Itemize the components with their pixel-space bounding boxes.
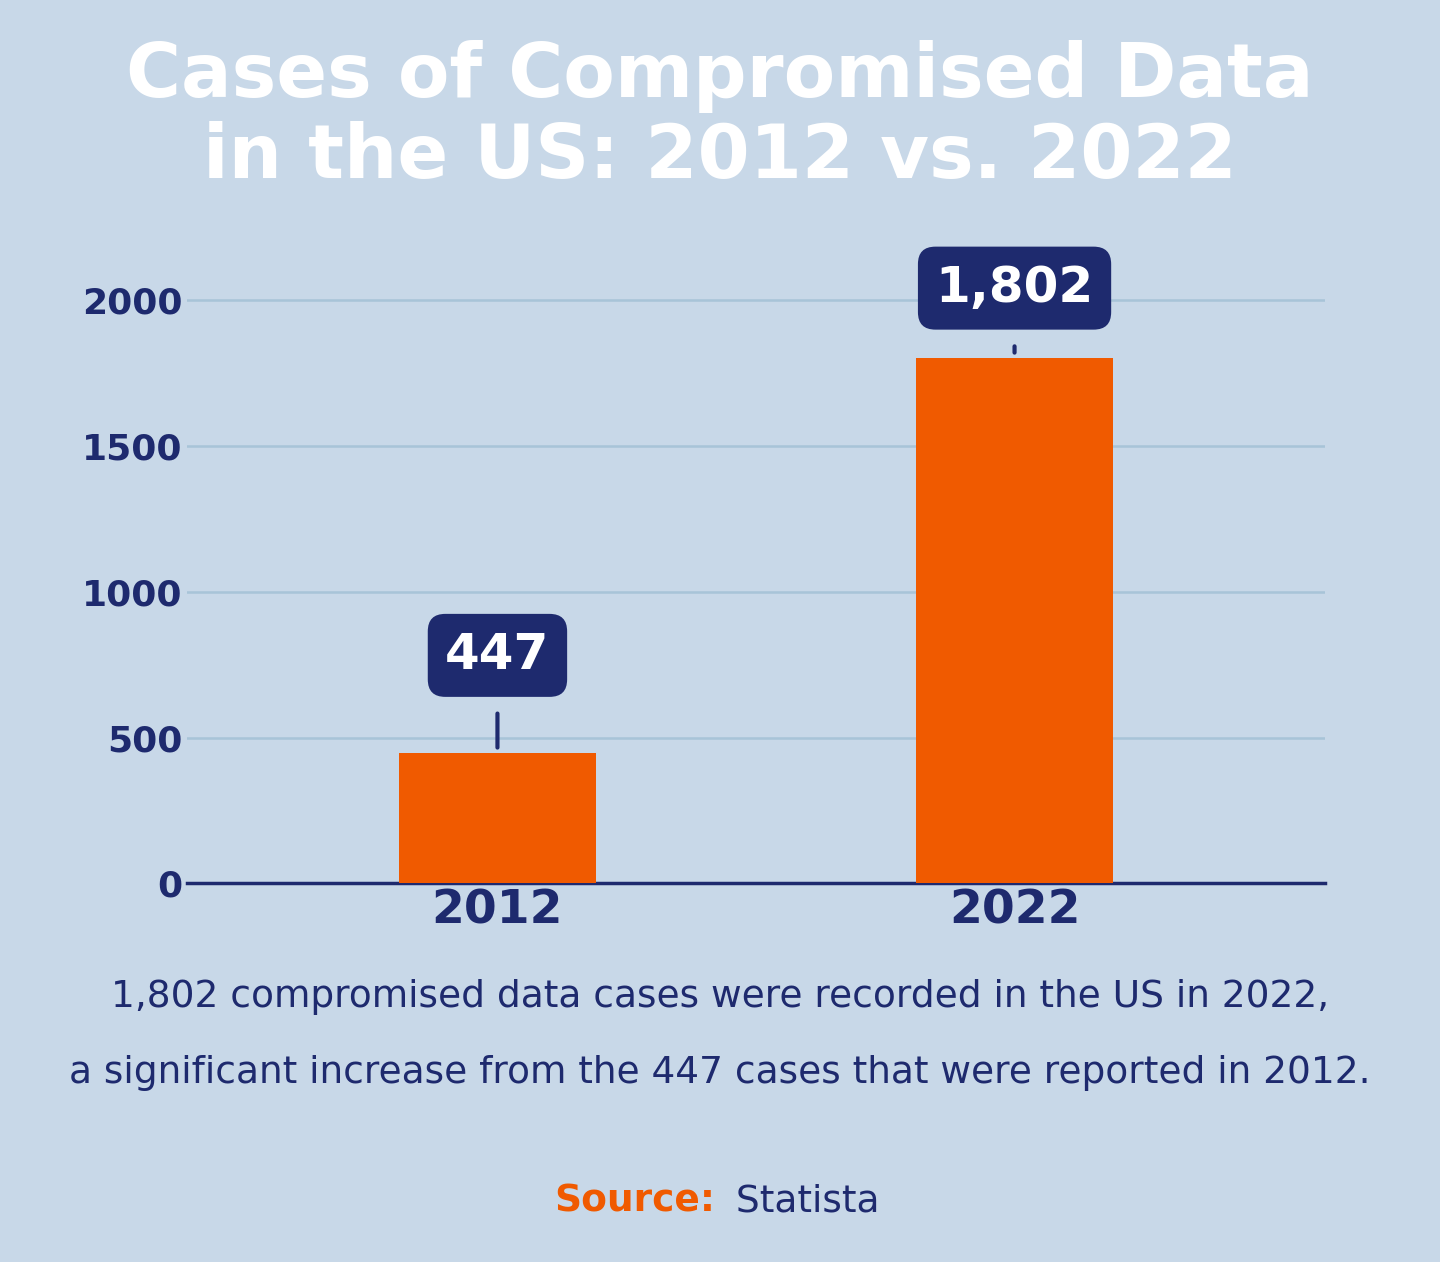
Text: Cases of Compromised Data: Cases of Compromised Data <box>127 40 1313 114</box>
Text: in the US: 2012 vs. 2022: in the US: 2012 vs. 2022 <box>203 121 1237 194</box>
Text: 1,802: 1,802 <box>936 264 1093 352</box>
Text: 1,802 compromised data cases were recorded in the US in 2022,: 1,802 compromised data cases were record… <box>111 979 1329 1015</box>
Text: Source:: Source: <box>554 1184 716 1219</box>
Text: Statista: Statista <box>724 1184 880 1219</box>
Bar <box>916 358 1113 883</box>
Text: a significant increase from the 447 cases that were reported in 2012.: a significant increase from the 447 case… <box>69 1055 1371 1090</box>
Text: 447: 447 <box>445 631 550 747</box>
Bar <box>399 753 596 883</box>
